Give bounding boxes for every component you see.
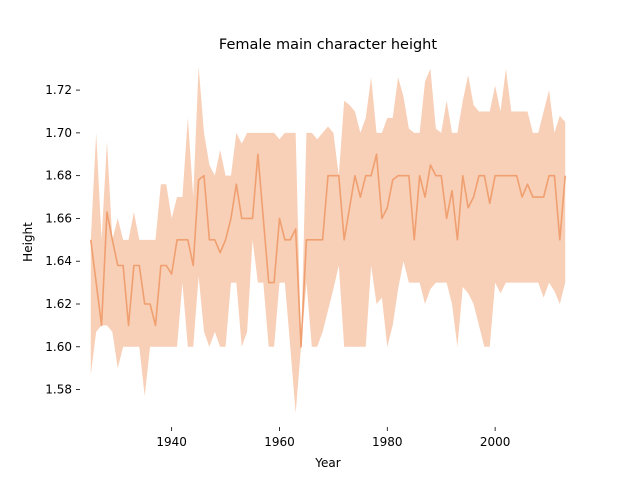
x-tick-label: 1980: [372, 435, 403, 449]
confidence-band: [90, 66, 566, 414]
series-line: [89, 153, 567, 348]
y-axis-ticks: 1.58 1.60 1.62 1.64 1.66 1.68 1.70 1.72: [45, 83, 80, 397]
y-tick-label: 1.70: [45, 126, 72, 140]
y-axis-label: Height: [21, 222, 35, 262]
x-tick-label: 1960: [264, 435, 295, 449]
y-tick-label: 1.68: [45, 169, 72, 183]
y-tick-label: 1.66: [45, 211, 72, 225]
x-axis-ticks: 1940 1960 1980 2000: [156, 427, 510, 449]
y-tick-label: 1.58: [45, 383, 72, 397]
y-tick-label: 1.60: [45, 340, 72, 354]
plot-area: [89, 66, 567, 414]
y-tick-label: 1.72: [45, 83, 72, 97]
x-tick-label: 2000: [480, 435, 511, 449]
x-tick-label: 1940: [156, 435, 187, 449]
chart-title: Female main character height: [219, 37, 437, 53]
x-axis-label: Year: [314, 456, 340, 470]
y-tick-label: 1.62: [45, 297, 72, 311]
y-tick-label: 1.64: [45, 254, 72, 268]
